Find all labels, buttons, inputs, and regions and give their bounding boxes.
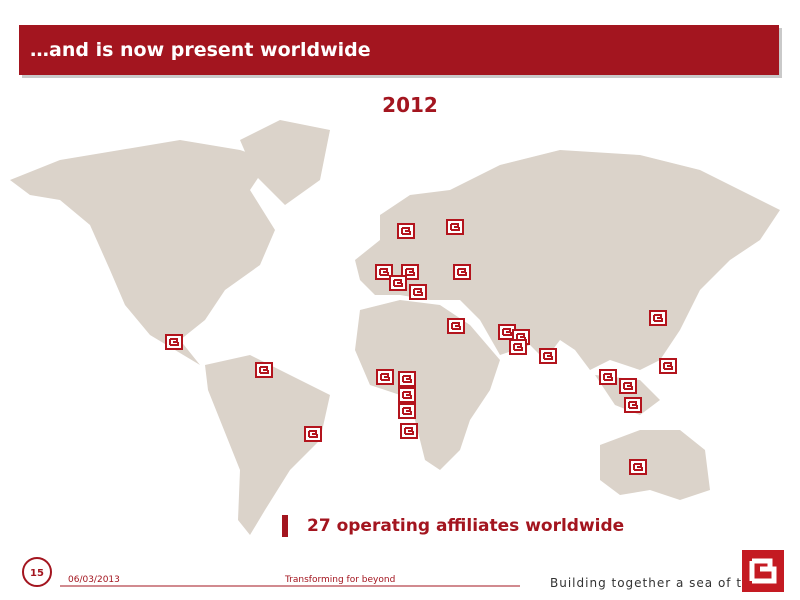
marker-icon [513,343,523,351]
header-bar [19,25,779,75]
marker-icon [393,279,403,287]
marker-icon [413,288,423,296]
marker-icon [450,223,460,231]
marker-icon [259,366,269,374]
footer-center: Transforming for beyond [284,575,395,585]
marker-icon [402,407,412,415]
logo-mark [749,558,777,584]
marker-icon [169,338,179,346]
marker-icon [663,362,673,370]
marker-icon [379,268,389,276]
marker-icon [402,391,412,399]
marker-icon [623,382,633,390]
marker-icon [401,227,411,235]
marker-icon [380,373,390,381]
marker-icon [308,430,318,438]
page-number: 15 [30,568,44,579]
marker-icon [451,322,461,330]
marker-icon [404,427,414,435]
tagline: Building together a sea of trust [550,576,770,590]
marker-icon [633,463,643,471]
marker-icon [457,268,467,276]
affiliate-markers [165,219,677,475]
page-circle [22,557,52,587]
marker-icon [405,268,415,276]
marker-icon [603,373,613,381]
world-map [10,120,780,535]
caption-bar [282,515,288,537]
marker-icon [653,314,663,322]
marker-icon [502,328,512,336]
marker-icon [543,352,553,360]
header-title: …and is now present worldwide [30,39,371,61]
footer-date: 06/03/2013 [68,575,120,585]
caption: 27 operating affiliates worldwide [307,516,624,536]
marker-icon [402,375,412,383]
marker-icon [628,401,638,409]
year: 2012 [382,93,438,117]
